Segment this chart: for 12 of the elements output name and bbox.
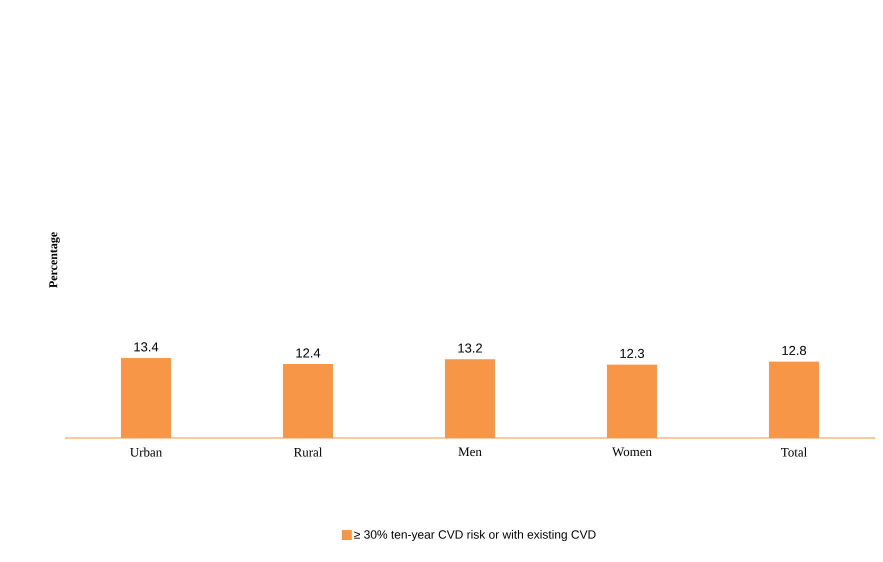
data-label: 12.4 [296,348,320,358]
data-label: 13.4 [134,342,158,352]
data-label: 12.8 [782,346,806,356]
data-label: 12.3 [620,348,644,358]
data-label: 13.2 [458,344,482,353]
x-tick-label: Women [612,448,652,456]
x-tick-label: Total [781,448,807,457]
x-tick-label: Urban [130,448,162,457]
x-tick-label: Rural [294,448,322,457]
text: Percentage [49,232,60,288]
legend-label: ≥ 30% ten-year CVD risk or with existing CVD [354,530,596,542]
x-tick-label: Men [458,448,482,456]
